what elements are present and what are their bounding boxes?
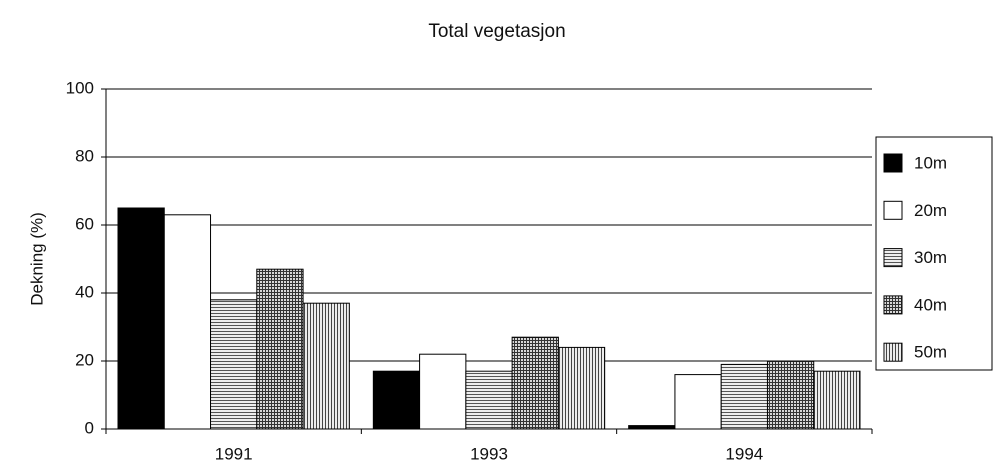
bar bbox=[766, 360, 815, 430]
y-tick-label: 40 bbox=[75, 282, 94, 301]
legend-label: 50m bbox=[914, 343, 947, 362]
x-tick-label: 1994 bbox=[725, 444, 763, 463]
bar bbox=[256, 268, 304, 430]
y-tick-label: 80 bbox=[75, 146, 94, 165]
bar bbox=[557, 346, 606, 430]
legend-label: 30m bbox=[914, 248, 947, 267]
legend-swatch bbox=[883, 295, 903, 315]
bar bbox=[674, 374, 722, 430]
bar bbox=[511, 336, 559, 430]
bar bbox=[628, 425, 676, 430]
legend-swatch bbox=[883, 200, 903, 220]
bar bbox=[465, 370, 513, 430]
bar bbox=[163, 214, 212, 430]
legend-swatch bbox=[883, 342, 903, 362]
bar bbox=[117, 207, 165, 430]
bar bbox=[372, 370, 421, 430]
y-axis-label: Dekning (%) bbox=[27, 212, 46, 306]
legend-swatch bbox=[883, 153, 903, 173]
chart-title: Total vegetasjon bbox=[428, 21, 565, 42]
legend-swatch bbox=[883, 248, 903, 268]
bar bbox=[813, 370, 861, 430]
bar bbox=[720, 363, 768, 430]
x-tick-label: 1993 bbox=[470, 444, 508, 463]
y-tick-label: 20 bbox=[75, 350, 94, 369]
legend-label: 10m bbox=[914, 153, 947, 172]
legend-label: 20m bbox=[914, 201, 947, 220]
bar bbox=[210, 299, 258, 430]
y-tick-label: 60 bbox=[75, 214, 94, 233]
legend-label: 40m bbox=[914, 295, 947, 314]
y-tick-label: 0 bbox=[85, 418, 94, 437]
x-tick-label: 1991 bbox=[215, 444, 253, 463]
bar bbox=[302, 302, 350, 430]
y-tick-label: 100 bbox=[66, 78, 94, 97]
bar bbox=[419, 353, 467, 430]
